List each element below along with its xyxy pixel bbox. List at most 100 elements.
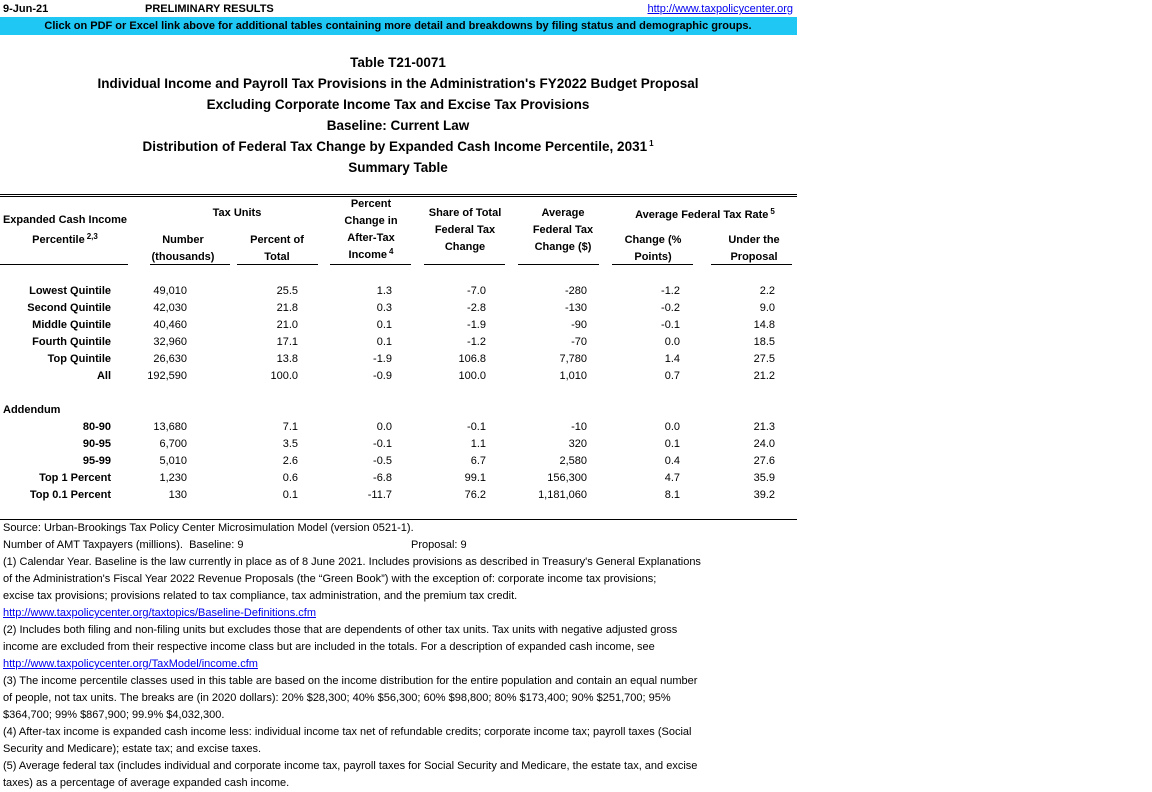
row-label: Lowest Quintile [29, 285, 111, 297]
table-title-text: Distribution of Federal Tax Change by Ex… [142, 139, 648, 154]
rule-line [150, 264, 230, 265]
cell: 6,700 [159, 438, 187, 450]
table-title: Distribution of Federal Tax Change by Ex… [142, 139, 653, 155]
group-header: Average Federal Tax Rate 5 [635, 207, 775, 223]
column-header: Change [445, 239, 485, 255]
cell: 0.7 [664, 370, 680, 382]
cell: 0.1 [664, 438, 680, 450]
column-header: Proposal [730, 249, 777, 265]
amt-baseline: Baseline: 9 [189, 539, 244, 551]
cell: 1,010 [559, 370, 587, 382]
note-link[interactable]: http://www.taxpolicycenter.org/taxtopics… [3, 607, 317, 619]
column-header: Income 4 [349, 247, 394, 263]
cell: 100.0 [458, 370, 486, 382]
cell: -1.2 [467, 336, 486, 348]
cell: 0.0 [664, 421, 680, 433]
cell: 0.3 [376, 302, 392, 314]
cell: 4.7 [664, 472, 680, 484]
banner-background [0, 17, 797, 35]
cell: 5,010 [159, 455, 187, 467]
group-header: Tax Units [213, 205, 262, 221]
cell: 21.8 [276, 302, 298, 314]
footnote-ref: 1 [649, 139, 654, 148]
column-header-text: Proposal [730, 251, 778, 263]
cell: -0.1 [373, 438, 392, 450]
cell: 106.8 [458, 353, 486, 365]
note-text: (1) Calendar Year. Baseline is the law c… [3, 556, 701, 568]
cell: 25.5 [276, 285, 298, 297]
row-label: 95-99 [82, 455, 111, 467]
table-title: Excluding Corporate Income Tax and Excis… [206, 97, 590, 112]
note-text: $364,700; 99% $867,900; 99.9% $4,032,300… [3, 709, 225, 721]
cell: 0.1 [376, 336, 392, 348]
row-label: 80-90 [82, 421, 111, 433]
amt-proposal: Proposal: 9 [411, 539, 467, 551]
row-label: 90-95 [82, 438, 111, 450]
cell: -10 [571, 421, 587, 433]
header-link[interactable]: http://www.taxpolicycenter.org [647, 3, 793, 15]
cell: 6.7 [470, 455, 486, 467]
cell: -280 [564, 285, 587, 297]
footnote-ref: 4 [389, 247, 394, 256]
cell: 49,010 [153, 285, 187, 297]
cell: 0.0 [376, 421, 392, 433]
note-text: of the Administration's Fiscal Year 2022… [3, 573, 657, 585]
cell: 21.2 [753, 370, 775, 382]
note-link[interactable]: http://www.taxpolicycenter.org/TaxModel/… [3, 658, 258, 670]
cell: -0.2 [661, 302, 680, 314]
cell: 13.8 [276, 353, 298, 365]
column-header-text: Change ($) [534, 241, 592, 253]
cell: 21.3 [753, 421, 775, 433]
cell: 0.4 [664, 455, 680, 467]
cell: 0.1 [376, 319, 392, 331]
cell: 192,590 [147, 370, 187, 382]
cell: 76.2 [464, 489, 486, 501]
cell: -11.7 [367, 489, 392, 501]
date: 9-Jun-21 [3, 3, 49, 15]
cell: 0.0 [664, 336, 680, 348]
column-header-text: Income [348, 249, 388, 261]
cell: -0.9 [373, 370, 392, 382]
rule-line [711, 264, 792, 265]
cell: -130 [564, 302, 587, 314]
row-label: Fourth Quintile [32, 336, 111, 348]
table-title: Individual Income and Payroll Tax Provis… [97, 76, 699, 91]
rule-line [0, 519, 797, 520]
cell: 18.5 [753, 336, 775, 348]
cell: 1,181,060 [538, 489, 587, 501]
cell: 2,580 [559, 455, 587, 467]
banner-text: Click on PDF or Excel link above for add… [44, 20, 752, 32]
note-text: taxes) as a percentage of average expand… [3, 777, 290, 789]
cell: 0.6 [282, 472, 298, 484]
cell: -6.8 [373, 472, 392, 484]
note-text: of people, not tax units. The breaks are… [3, 692, 671, 704]
cell: -90 [571, 319, 587, 331]
rule-line [424, 264, 505, 265]
cell: 1.1 [470, 438, 486, 450]
row-label: Top Quintile [47, 353, 111, 365]
cell: 40,460 [153, 319, 187, 331]
rule-line [612, 264, 693, 265]
column-header: Share of Total [428, 207, 502, 219]
table-title: Summary Table [348, 160, 448, 175]
row-label: All [96, 370, 111, 382]
cell: 7,780 [559, 353, 587, 365]
column-header: Federal Tax [434, 224, 496, 236]
column-header: Under the [728, 234, 780, 246]
column-header: Average [541, 207, 585, 219]
cell: 13,680 [153, 421, 187, 433]
column-header: Percent [350, 198, 392, 210]
column-header: Federal Tax [532, 224, 594, 236]
cell: 8.1 [664, 489, 680, 501]
cell: 1.4 [664, 353, 680, 365]
table-title: Baseline: Current Law [326, 118, 470, 133]
note-text: income are excluded from their respectiv… [3, 641, 655, 653]
note-text: (5) Average federal tax (includes indivi… [3, 760, 698, 772]
note-text: excise tax provisions; provisions relate… [3, 590, 518, 602]
column-header-text: (thousands) [151, 251, 215, 263]
cell: 2.6 [282, 455, 298, 467]
cell: -70 [571, 336, 587, 348]
note-text: (2) Includes both filing and non-filing … [3, 624, 678, 636]
stub-header-text: Percentile [32, 234, 85, 246]
